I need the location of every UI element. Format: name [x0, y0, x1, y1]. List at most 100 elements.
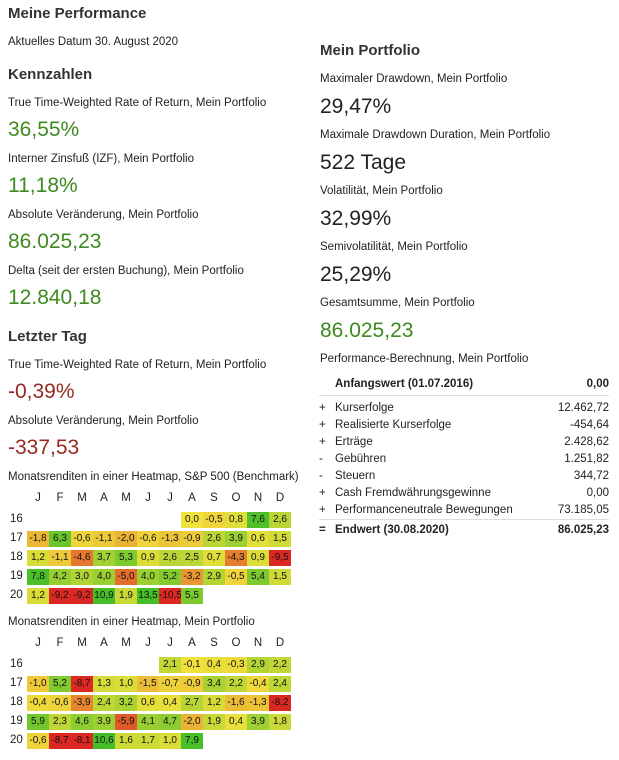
heatmap-cell[interactable]: 2,3: [49, 714, 71, 730]
heatmap-cell[interactable]: -8,7: [71, 676, 93, 692]
heatmap-cell[interactable]: 1,9: [115, 588, 137, 604]
heatmap-cell[interactable]: 3,9: [225, 531, 247, 547]
heatmap-cell[interactable]: 10,9: [93, 588, 115, 604]
heatmap-cell[interactable]: -3,2: [181, 569, 203, 585]
heatmap-cell[interactable]: 0,7: [203, 550, 225, 566]
heatmap-cell[interactable]: 4,0: [93, 569, 115, 585]
heatmap-cell[interactable]: -3,9: [71, 695, 93, 711]
heatmap-portfolio-title[interactable]: Monatsrenditen in einer Heatmap, Mein Po…: [8, 616, 255, 628]
heatmap-cell[interactable]: -1,8: [27, 531, 49, 547]
heatmap-cell[interactable]: 1,2: [203, 695, 225, 711]
max-drawdown-value[interactable]: 29,47%: [320, 95, 392, 118]
heatmap-cell[interactable]: 1,0: [115, 676, 137, 692]
calc-row[interactable]: + Cash Fremdwährungsgewinne 0,00: [319, 485, 609, 502]
heatmap-cell[interactable]: -1,3: [159, 531, 181, 547]
calc-row[interactable]: + Performanceneutrale Bewegungen 73.185,…: [319, 502, 609, 519]
heatmap-cell[interactable]: 2,9: [203, 569, 225, 585]
heatmap-cell[interactable]: 2,6: [203, 531, 225, 547]
heatmap-cell[interactable]: 2,4: [269, 676, 291, 692]
heatmap-cell[interactable]: 1,5: [269, 531, 291, 547]
heatmap-cell[interactable]: -1,0: [27, 676, 49, 692]
heatmap-cell[interactable]: 2,6: [269, 512, 291, 528]
calc-row[interactable]: + Erträge 2.428,62: [319, 434, 609, 451]
heatmap-cell[interactable]: 0,4: [225, 714, 247, 730]
semivolatility-value[interactable]: 25,29%: [320, 263, 392, 286]
heatmap-cell[interactable]: -5,0: [115, 569, 137, 585]
calc-end-row[interactable]: = Endwert (30.08.2020) 86.025,23: [319, 519, 609, 539]
heatmap-cell[interactable]: -8,2: [269, 695, 291, 711]
heatmap-cell[interactable]: -0,5: [203, 512, 225, 528]
calc-row[interactable]: - Steuern 344,72: [319, 468, 609, 485]
heatmap-cell[interactable]: 3,0: [71, 569, 93, 585]
heatmap-cell[interactable]: 1,7: [137, 733, 159, 749]
heatmap-cell[interactable]: 0,6: [137, 695, 159, 711]
heatmap-cell[interactable]: 5,3: [115, 550, 137, 566]
heatmap-cell[interactable]: -9,2: [49, 588, 71, 604]
last-day-ttwror-value[interactable]: -0,39%: [8, 380, 75, 403]
heatmap-cell[interactable]: 4,7: [159, 714, 181, 730]
heatmap-cell[interactable]: -10,5: [159, 588, 182, 604]
heatmap-cell[interactable]: 5,5: [181, 588, 203, 604]
heatmap-cell[interactable]: 2,1: [159, 657, 181, 673]
heatmap-cell[interactable]: 1,9: [203, 714, 225, 730]
calc-start-row[interactable]: Anfangswert (01.07.2016) 0,00: [319, 376, 609, 396]
heatmap-cell[interactable]: -0,6: [71, 531, 93, 547]
heatmap-cell[interactable]: -0,6: [49, 695, 71, 711]
heatmap-cell[interactable]: 2,6: [159, 550, 181, 566]
heatmap-cell[interactable]: 5,4: [247, 569, 269, 585]
heatmap-cell[interactable]: 2,5: [181, 550, 203, 566]
heatmap-cell[interactable]: -5,9: [115, 714, 137, 730]
delta-value[interactable]: 12.840,18: [8, 286, 102, 309]
heatmap-cell[interactable]: 1,2: [27, 588, 49, 604]
last-day-absolute-value[interactable]: -337,53: [8, 436, 80, 459]
heatmap-cell[interactable]: 4,2: [49, 569, 71, 585]
heatmap-cell[interactable]: 0,6: [247, 531, 269, 547]
heatmap-cell[interactable]: -0,6: [27, 733, 49, 749]
heatmap-cell[interactable]: 2,2: [269, 657, 291, 673]
heatmap-cell[interactable]: 1,8: [269, 714, 291, 730]
heatmap-benchmark-title[interactable]: Monatsrenditen in einer Heatmap, S&P 500…: [8, 471, 299, 483]
heatmap-cell[interactable]: -1,1: [49, 550, 71, 566]
heatmap-cell[interactable]: -8,7: [49, 733, 71, 749]
heatmap-cell[interactable]: -4,3: [225, 550, 247, 566]
heatmap-cell[interactable]: 1,0: [159, 733, 181, 749]
heatmap-cell[interactable]: 2,2: [225, 676, 247, 692]
heatmap-cell[interactable]: 1,6: [115, 733, 137, 749]
heatmap-cell[interactable]: 4,0: [137, 569, 159, 585]
heatmap-cell[interactable]: 1,3: [93, 676, 115, 692]
heatmap-cell[interactable]: -0,4: [247, 676, 269, 692]
heatmap-cell[interactable]: 3,9: [247, 714, 269, 730]
heatmap-cell[interactable]: 0,8: [225, 512, 247, 528]
heatmap-cell[interactable]: 13,5: [137, 588, 159, 604]
absolute-change-value[interactable]: 86.025,23: [8, 230, 102, 253]
izf-value[interactable]: 11,18%: [8, 174, 78, 197]
calc-row[interactable]: + Realisierte Kurserfolge -454,64: [319, 417, 609, 434]
heatmap-cell[interactable]: -1,3: [247, 695, 269, 711]
heatmap-cell[interactable]: 2,9: [247, 657, 269, 673]
calc-row[interactable]: + Kurserfolge 12.462,72: [319, 400, 609, 417]
heatmap-cell[interactable]: -2,0: [115, 531, 137, 547]
heatmap-cell[interactable]: 1,2: [27, 550, 49, 566]
heatmap-cell[interactable]: 10,6: [93, 733, 115, 749]
heatmap-cell[interactable]: 2,7: [181, 695, 203, 711]
heatmap-cell[interactable]: 7,9: [181, 733, 203, 749]
heatmap-cell[interactable]: 0,0: [181, 512, 203, 528]
heatmap-cell[interactable]: -4,6: [71, 550, 93, 566]
heatmap-cell[interactable]: 0,9: [137, 550, 159, 566]
heatmap-cell[interactable]: 2,4: [93, 695, 115, 711]
heatmap-cell[interactable]: 0,4: [203, 657, 225, 673]
heatmap-cell[interactable]: 6,3: [49, 531, 71, 547]
max-drawdown-duration-value[interactable]: 522 Tage: [320, 151, 407, 174]
heatmap-cell[interactable]: 1,5: [269, 569, 291, 585]
heatmap-cell[interactable]: 3,9: [93, 714, 115, 730]
heatmap-cell[interactable]: -0,5: [225, 569, 247, 585]
heatmap-cell[interactable]: -1,6: [225, 695, 247, 711]
heatmap-cell[interactable]: 7,6: [247, 512, 269, 528]
heatmap-cell[interactable]: -2,0: [181, 714, 203, 730]
heatmap-cell[interactable]: 4,6: [71, 714, 93, 730]
heatmap-cell[interactable]: 5,9: [27, 714, 49, 730]
heatmap-cell[interactable]: 5,2: [49, 676, 71, 692]
heatmap-cell[interactable]: -0,9: [181, 676, 203, 692]
heatmap-cell[interactable]: 0,9: [247, 550, 269, 566]
heatmap-cell[interactable]: -0,1: [181, 657, 203, 673]
